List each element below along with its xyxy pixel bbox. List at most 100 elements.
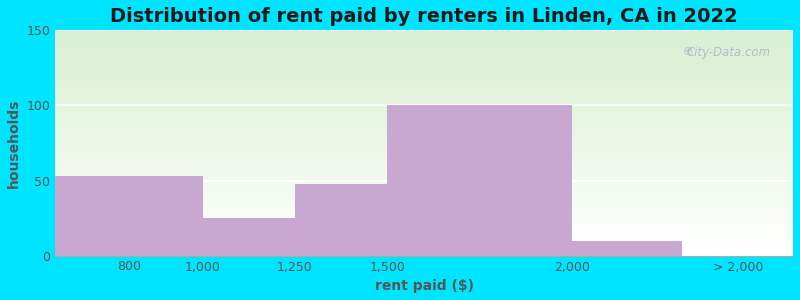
Bar <box>55 100 793 102</box>
Bar <box>55 141 793 143</box>
Bar <box>55 177 793 179</box>
Bar <box>55 190 793 193</box>
Bar <box>55 170 793 172</box>
Bar <box>55 134 793 136</box>
Bar <box>55 208 793 211</box>
Bar <box>572 241 682 256</box>
Bar <box>55 37 793 39</box>
Bar <box>55 78 793 80</box>
Bar <box>55 32 793 35</box>
Bar <box>55 118 793 120</box>
Bar <box>55 102 793 105</box>
Bar <box>55 184 793 186</box>
Bar <box>55 231 793 233</box>
Bar <box>55 120 793 123</box>
Bar <box>55 197 793 199</box>
Bar <box>55 73 793 75</box>
Text: City-Data.com: City-Data.com <box>686 46 771 59</box>
Bar <box>55 154 793 157</box>
Bar <box>55 123 793 125</box>
Bar <box>55 172 793 175</box>
Bar <box>55 181 793 184</box>
Bar <box>55 53 793 55</box>
Bar <box>55 44 793 46</box>
Y-axis label: households: households <box>7 98 21 188</box>
Bar <box>55 143 793 145</box>
Bar <box>55 213 793 215</box>
Bar <box>55 84 793 87</box>
Bar <box>55 163 793 166</box>
Bar <box>203 218 295 256</box>
Bar <box>55 188 793 190</box>
Bar <box>55 168 793 170</box>
Bar <box>55 251 793 254</box>
Bar <box>55 66 793 69</box>
Bar <box>55 175 793 177</box>
Bar <box>55 150 793 152</box>
Bar <box>55 247 793 249</box>
Bar <box>55 217 793 220</box>
Bar <box>55 211 793 213</box>
Text: ⊕: ⊕ <box>683 45 694 58</box>
Bar <box>55 60 793 62</box>
Bar <box>55 114 793 116</box>
Bar <box>55 199 793 202</box>
Bar <box>55 226 793 229</box>
Bar <box>55 57 793 60</box>
Bar <box>55 87 793 89</box>
Bar <box>55 46 793 48</box>
Bar <box>55 98 793 100</box>
Bar <box>55 145 793 148</box>
Bar <box>55 91 793 93</box>
Bar <box>55 179 793 181</box>
Bar <box>55 238 793 240</box>
Bar <box>55 96 793 98</box>
Bar <box>55 206 793 208</box>
Bar <box>55 222 793 224</box>
Bar <box>55 166 793 168</box>
Bar <box>55 249 793 251</box>
Bar <box>55 152 793 154</box>
Bar <box>55 71 793 73</box>
Bar <box>55 35 793 37</box>
Bar <box>55 129 793 132</box>
Bar <box>55 64 793 66</box>
Bar <box>55 62 793 64</box>
Bar <box>55 132 793 134</box>
Bar <box>55 254 793 256</box>
Bar <box>55 55 793 57</box>
Bar <box>55 229 793 231</box>
Bar <box>55 176 203 256</box>
Bar <box>55 109 793 111</box>
Bar <box>55 195 793 197</box>
Bar <box>55 204 793 206</box>
Bar <box>295 184 387 256</box>
Bar <box>55 220 793 222</box>
Bar <box>55 236 793 238</box>
Bar <box>55 244 793 247</box>
Bar <box>55 116 793 118</box>
Bar <box>55 242 793 244</box>
Title: Distribution of rent paid by renters in Linden, CA in 2022: Distribution of rent paid by renters in … <box>110 7 738 26</box>
Bar <box>55 69 793 71</box>
Bar <box>387 105 572 256</box>
Bar <box>55 202 793 204</box>
Bar <box>55 93 793 96</box>
Bar <box>55 80 793 82</box>
Bar <box>55 75 793 78</box>
Bar <box>55 30 793 32</box>
Bar <box>55 105 793 107</box>
Bar <box>55 157 793 159</box>
Bar <box>55 224 793 226</box>
Bar <box>55 41 793 44</box>
Bar <box>55 51 793 53</box>
Bar <box>55 233 793 236</box>
Bar <box>55 139 793 141</box>
Bar <box>55 159 793 161</box>
Bar <box>55 148 793 150</box>
Bar <box>55 125 793 127</box>
Bar <box>55 136 793 139</box>
Bar <box>55 215 793 217</box>
Bar <box>55 82 793 84</box>
Bar <box>55 111 793 114</box>
